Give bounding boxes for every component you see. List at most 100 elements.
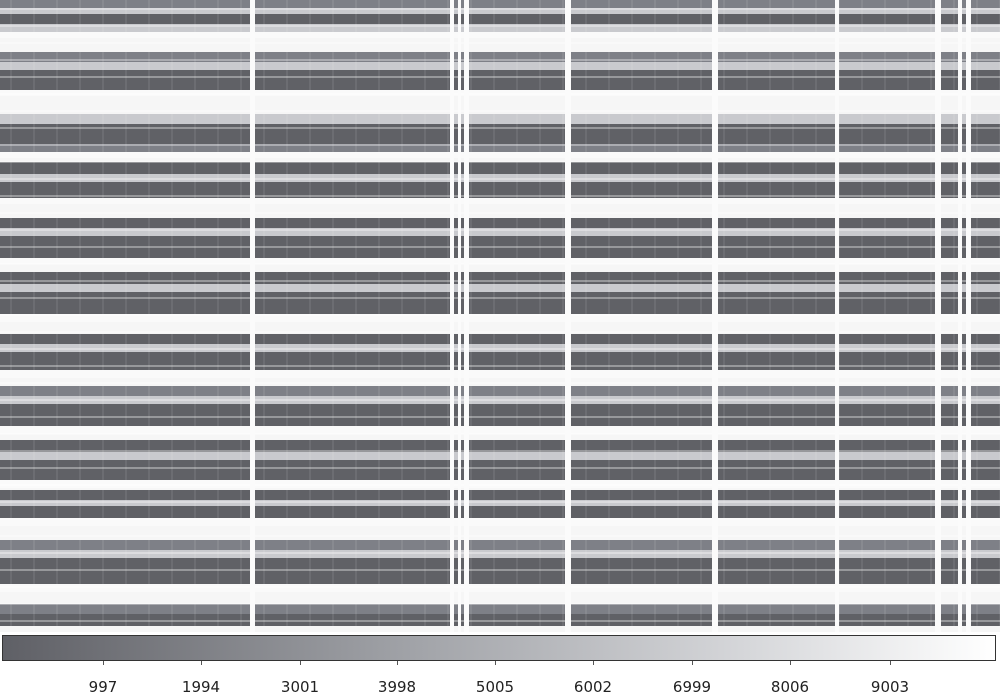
band [0, 584, 1000, 592]
colorbar-tick-label: 8006 [770, 678, 810, 696]
texture-column [608, 0, 610, 632]
stripe [0, 501, 1000, 503]
colorbar-tick [397, 661, 398, 665]
stripe [0, 42, 1000, 44]
texture-column [562, 0, 564, 632]
texture-column [56, 0, 58, 632]
colorbar-tick-label: 997 [88, 678, 118, 696]
texture-column [217, 0, 219, 632]
colorbar-tick [593, 661, 594, 665]
band [0, 62, 1000, 70]
skyline [935, 0, 941, 632]
texture-column [33, 0, 35, 632]
texture-column [884, 0, 886, 632]
band [0, 314, 1000, 322]
band [0, 480, 1000, 488]
band [0, 32, 1000, 38]
band [0, 198, 1000, 204]
band [0, 386, 1000, 396]
skyline [966, 0, 971, 632]
texture-column [677, 0, 679, 632]
texture-column [332, 0, 334, 632]
texture-column [953, 0, 955, 632]
colorbar-tick [201, 661, 202, 665]
texture-column [102, 0, 104, 632]
texture-column [723, 0, 725, 632]
stripe [0, 620, 1000, 622]
texture-column [148, 0, 150, 632]
texture-column [769, 0, 771, 632]
texture-column [447, 0, 449, 632]
texture-column [930, 0, 932, 632]
band [0, 396, 1000, 404]
stripe [0, 314, 1000, 316]
colorbar-tick [103, 661, 104, 665]
texture-column [240, 0, 242, 632]
texture-column [907, 0, 909, 632]
stripe [0, 8, 1000, 10]
texture-column [309, 0, 311, 632]
texture-column [424, 0, 426, 632]
band [0, 500, 1000, 506]
texture-column [401, 0, 403, 632]
skyline [958, 0, 962, 632]
image-canvas [0, 0, 1000, 632]
colorbar-tick [495, 661, 496, 665]
skyline [458, 0, 461, 632]
stripe [0, 59, 1000, 61]
stripe [0, 484, 1000, 486]
band [0, 14, 1000, 24]
skyline [250, 0, 255, 632]
texture-column [493, 0, 495, 632]
stripe [0, 331, 1000, 333]
stripe [0, 161, 1000, 163]
stripe [0, 212, 1000, 214]
band [0, 426, 1000, 434]
stripe [0, 348, 1000, 350]
texture-column [654, 0, 656, 632]
colorbar-tick-label: 9003 [870, 678, 910, 696]
colorbar-tick [300, 661, 301, 665]
stripe [0, 297, 1000, 299]
band [0, 218, 1000, 228]
band [0, 284, 1000, 292]
stripe [0, 280, 1000, 282]
band [0, 174, 1000, 182]
stripe [0, 365, 1000, 367]
band [0, 24, 1000, 32]
band [0, 550, 1000, 558]
skyline [712, 0, 718, 632]
skyline [565, 0, 571, 632]
band [0, 90, 1000, 96]
stripe [0, 93, 1000, 95]
stripe [0, 127, 1000, 129]
stripe [0, 144, 1000, 146]
stripe [0, 433, 1000, 435]
stripe [0, 76, 1000, 78]
colorbar-tick [692, 661, 693, 665]
texture-column [355, 0, 357, 632]
texture-column [79, 0, 81, 632]
texture-column [516, 0, 518, 632]
band [0, 490, 1000, 500]
texture-column [815, 0, 817, 632]
texture-column [263, 0, 265, 632]
skyline [450, 0, 454, 632]
texture-column [378, 0, 380, 632]
texture-column [125, 0, 127, 632]
stripe [0, 382, 1000, 384]
texture-column [286, 0, 288, 632]
texture-column [861, 0, 863, 632]
band [0, 8, 1000, 14]
stripe [0, 195, 1000, 197]
texture-column [171, 0, 173, 632]
band [0, 114, 1000, 124]
texture-column [585, 0, 587, 632]
colorbar-tick-label: 6999 [672, 678, 712, 696]
texture-column [470, 0, 472, 632]
band [0, 344, 1000, 352]
stripe [0, 467, 1000, 469]
stripe [0, 246, 1000, 248]
colorbar-tick-label: 6002 [573, 678, 613, 696]
colorbar-tick-label: 1994 [181, 678, 221, 696]
